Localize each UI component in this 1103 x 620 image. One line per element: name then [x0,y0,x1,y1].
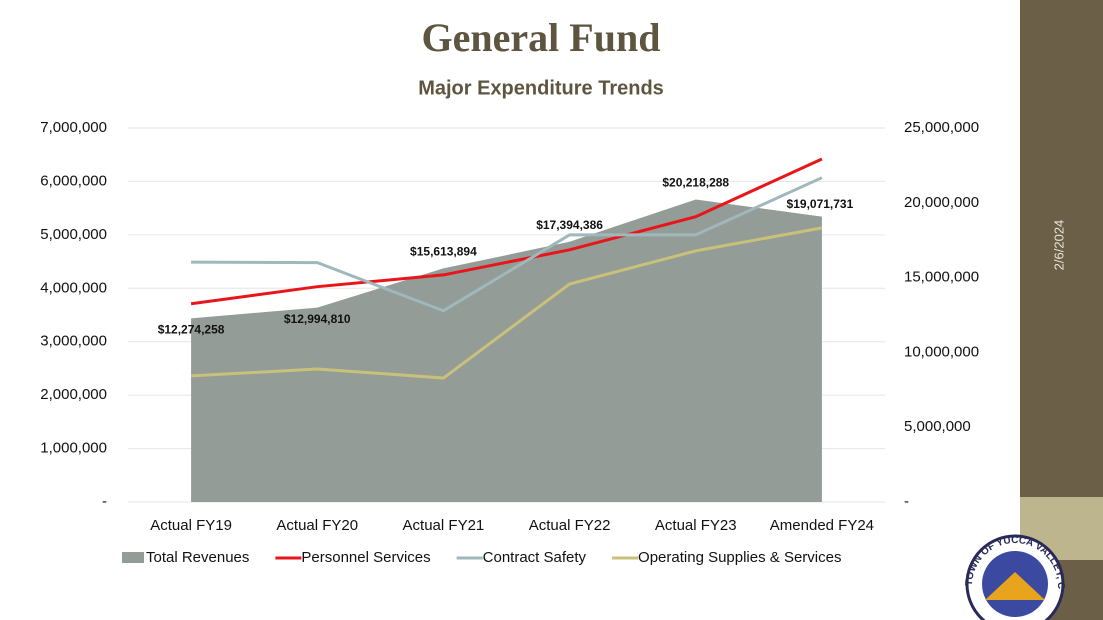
y-tick-label: 7,000,000 [40,119,107,136]
legend-label: Personnel Services [301,549,430,566]
chart-title: General Fund [422,15,661,60]
y2-tick-label: - [904,493,909,510]
data-label: $19,071,731 [787,197,854,211]
x-tick-label: Actual FY23 [655,517,737,534]
y2-tick-label: 20,000,000 [904,194,979,211]
legend-label: Contract Safety [483,549,587,566]
date: 2/6/2024 [1051,220,1066,271]
y-tick-label: 2,000,000 [40,386,107,403]
legend-label: Total Revenues [146,549,249,566]
x-tick-label: Actual FY21 [403,517,485,534]
side-panel [1020,0,1103,497]
y-tick-label: 4,000,000 [40,279,107,296]
legend-item: Contract Safety [456,549,587,566]
data-label: $15,613,894 [410,245,477,259]
y-tick-label: 3,000,000 [40,333,107,350]
data-label: $20,218,288 [662,176,729,190]
data-label: $12,274,258 [158,323,225,337]
y2-tick-label: 10,000,000 [904,343,979,360]
legend-item: Personnel Services [275,549,431,566]
legend-item: Total Revenues [122,549,249,566]
legend-swatch [122,552,144,563]
data-label: $17,394,386 [536,218,603,232]
legend-label: Operating Supplies & Services [638,549,841,566]
line [191,226,823,380]
y-tick-label: 6,000,000 [40,172,107,189]
x-tick-label: Amended FY24 [770,517,874,534]
data-label: $12,994,810 [284,312,351,326]
y2-tick-label: 5,000,000 [904,418,971,435]
x-tick-label: Actual FY19 [150,517,232,534]
y-tick-label: 1,000,000 [40,440,107,457]
area [191,199,822,502]
y2-tick-label: 15,000,000 [904,269,979,286]
x-tick-label: Actual FY20 [276,517,358,534]
logo-sun [985,572,1045,600]
y-tick-label: 5,000,000 [40,226,107,243]
legend-item: Operating Supplies & Services [612,549,841,566]
x-tick-label: Actual FY22 [529,517,611,534]
line [190,157,823,306]
y-tick-label: - [102,493,107,510]
y2-tick-label: 25,000,000 [904,119,979,136]
chart-subtitle: Major Expenditure Trends [418,77,664,99]
line [191,176,823,313]
